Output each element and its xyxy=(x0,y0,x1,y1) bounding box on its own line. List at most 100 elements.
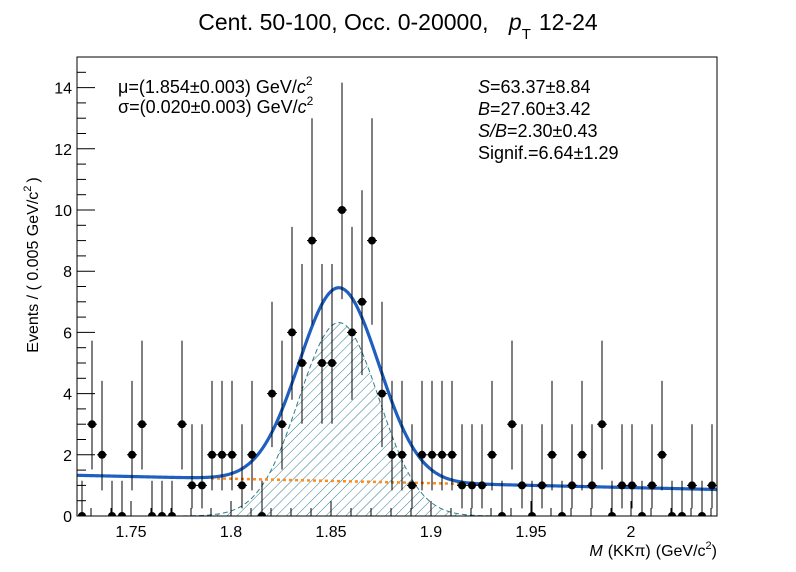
data-point xyxy=(687,424,697,509)
data-point-marker xyxy=(498,512,506,516)
data-point-marker xyxy=(628,481,636,490)
data-point xyxy=(657,380,667,491)
data-point-marker xyxy=(448,450,456,459)
x-axis-label-var: M xyxy=(589,543,603,560)
data-point-marker xyxy=(238,481,246,490)
data-points-layer xyxy=(77,82,717,516)
data-point xyxy=(247,380,257,491)
data-point-marker xyxy=(188,481,196,490)
data-point xyxy=(627,424,637,509)
data-point-marker xyxy=(168,512,176,516)
x-axis-label-sup: 2 xyxy=(706,540,712,552)
data-point-marker xyxy=(248,450,256,459)
data-point xyxy=(327,263,337,424)
data-point xyxy=(457,424,467,509)
data-point-marker xyxy=(528,512,536,516)
data-point xyxy=(547,380,557,491)
data-point-marker xyxy=(358,297,366,306)
x-axis-label: M (KKπ) (GeV/c2) xyxy=(589,540,717,560)
y-tick-label: 8 xyxy=(63,264,72,281)
data-point xyxy=(587,424,597,509)
y-tick-labels-layer: 0 2 4 6 8 10 12 14 xyxy=(54,81,72,526)
title-pt-range: 12-24 xyxy=(539,9,598,35)
y-axis-label-text: Events / ( 0.005 GeV/c xyxy=(25,192,42,353)
data-point-marker xyxy=(478,481,486,490)
data-point-marker xyxy=(288,328,296,337)
data-point xyxy=(597,340,607,470)
annotation-sigma: σ=(0.020±0.003) GeV/c2 xyxy=(118,94,314,117)
data-point-marker xyxy=(438,450,446,459)
x-tick-label: 1.85 xyxy=(315,524,346,541)
x-tick-label: 1.95 xyxy=(515,524,546,541)
axis-ticks-layer xyxy=(77,56,712,517)
signal-gaussian-area xyxy=(158,322,520,516)
data-point xyxy=(107,480,117,516)
annotation-background-text: =27.60±3.42 xyxy=(490,99,590,119)
data-point xyxy=(357,190,367,376)
data-point-marker xyxy=(378,389,386,398)
data-point-marker xyxy=(618,481,626,490)
annotation-significance: Signif.=6.64±1.29 xyxy=(478,143,618,163)
data-point xyxy=(77,480,87,516)
data-point xyxy=(297,263,307,424)
data-point xyxy=(677,480,687,516)
data-point-marker xyxy=(278,420,286,429)
data-point xyxy=(347,226,357,400)
data-point xyxy=(617,424,627,509)
data-point xyxy=(157,480,167,516)
data-point-marker xyxy=(328,359,336,367)
data-point-marker xyxy=(638,512,646,516)
x-axis-label-unit-close: ) xyxy=(712,543,717,560)
data-point xyxy=(267,301,277,448)
data-point-marker xyxy=(398,450,406,459)
data-point xyxy=(567,424,577,509)
data-point xyxy=(337,82,347,300)
data-point xyxy=(257,480,267,516)
data-point-marker xyxy=(698,512,706,516)
annotation-mu-c: c xyxy=(297,77,306,97)
chart-title: Cent. 50-100, Occ. 0-20000, pT 12-24 xyxy=(198,9,598,43)
data-point xyxy=(147,480,157,516)
data-point xyxy=(97,380,107,491)
data-point xyxy=(517,424,527,509)
data-point-marker xyxy=(178,420,186,429)
data-point-marker xyxy=(558,512,566,516)
data-point xyxy=(367,118,377,325)
data-point-marker xyxy=(258,512,266,516)
data-point-marker xyxy=(348,328,356,337)
data-point-marker xyxy=(678,512,686,516)
data-point xyxy=(507,340,517,470)
data-point xyxy=(137,340,147,470)
x-axis-label-paren: (KK xyxy=(608,543,635,560)
data-point xyxy=(427,380,437,491)
data-point-marker xyxy=(208,450,216,459)
data-point-marker xyxy=(418,450,426,459)
data-point-marker xyxy=(648,481,656,490)
x-tick-labels-layer: 1.75 1.8 1.85 1.9 1.95 2 xyxy=(115,524,635,541)
data-point-marker xyxy=(318,359,326,367)
data-point-marker xyxy=(158,512,166,516)
data-point-marker xyxy=(138,420,146,429)
data-point xyxy=(477,424,487,509)
data-point xyxy=(447,380,457,491)
y-tick-label: 0 xyxy=(63,509,72,526)
data-point-marker xyxy=(128,450,136,459)
data-point xyxy=(467,424,477,509)
data-point xyxy=(387,380,397,491)
x-tick-label: 2 xyxy=(627,524,636,541)
x-tick-label: 1.75 xyxy=(115,524,146,541)
annotation-sigma-text: =(0.020±0.003) GeV/ xyxy=(129,97,298,117)
data-point-marker xyxy=(518,481,526,490)
total-fit-layer xyxy=(77,286,717,492)
y-tick-label: 12 xyxy=(54,142,72,159)
annotation-signal: S=63.37±8.84 xyxy=(478,77,590,97)
data-point xyxy=(667,480,677,516)
data-point-marker xyxy=(308,236,316,245)
data-point xyxy=(707,424,717,509)
data-point-marker xyxy=(548,450,556,459)
data-point xyxy=(207,380,217,491)
annotation-mu-text: =(1.854±0.003) GeV/ xyxy=(128,77,297,97)
signal-fit-layer xyxy=(158,322,520,516)
y-tick-label: 4 xyxy=(63,387,72,404)
data-point-marker xyxy=(468,481,476,490)
